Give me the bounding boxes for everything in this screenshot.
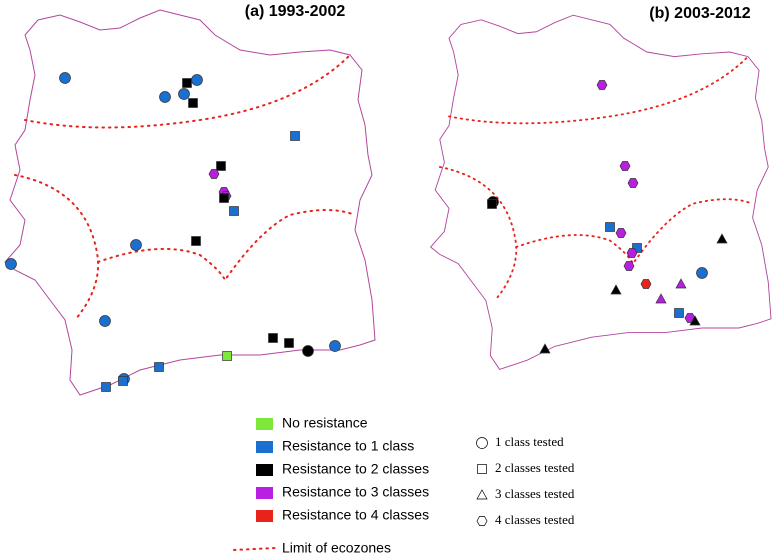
- marker: [182, 78, 192, 88]
- marker: [623, 261, 635, 271]
- marker: [208, 169, 220, 179]
- marker: [476, 437, 488, 449]
- panel-title: (b) 2003-2012: [649, 5, 750, 22]
- legend-label: 4 classes tested: [495, 512, 575, 527]
- marker: [222, 351, 232, 361]
- marker: [487, 199, 497, 209]
- legend-label: Resistance to 4 classes: [282, 507, 429, 523]
- marker: [626, 248, 638, 258]
- marker: [610, 284, 622, 295]
- marker: [178, 88, 190, 100]
- markers: [5, 72, 728, 392]
- legend-swatch: [256, 510, 273, 522]
- marker: [191, 74, 203, 86]
- marker: [675, 278, 687, 289]
- marker: [605, 222, 615, 232]
- marker: [619, 161, 631, 171]
- marker: [130, 239, 142, 251]
- marker: [539, 343, 551, 354]
- marker: [696, 267, 708, 279]
- panel-title: (a) 1993-2002: [245, 3, 346, 20]
- marker: [615, 228, 627, 238]
- legend: Limit of ecozones No resistance Resistanc…: [233, 415, 575, 556]
- marker: [216, 161, 226, 171]
- marker: [188, 98, 198, 108]
- legend-swatch: [256, 464, 273, 476]
- marker: [191, 236, 201, 246]
- marker: [290, 131, 300, 141]
- legend-label: Limit of ecozones: [282, 540, 391, 556]
- marker: [5, 258, 17, 270]
- marker: [99, 315, 111, 327]
- legend-label: Resistance to 3 classes: [282, 484, 429, 500]
- marker: [118, 376, 128, 386]
- marker: [655, 293, 667, 304]
- map-a: [4, 9, 376, 396]
- legend-label: Resistance to 2 classes: [282, 461, 429, 477]
- marker: [268, 333, 278, 343]
- legend-label: 2 classes tested: [495, 460, 575, 475]
- legend-label: 1 class tested: [495, 434, 564, 449]
- marker: [159, 91, 171, 103]
- marker: [154, 362, 164, 372]
- legend-label: Resistance to 1 class: [282, 438, 414, 454]
- legend-label: 3 classes tested: [495, 486, 575, 501]
- marker: [302, 345, 314, 357]
- map-b: [429, 14, 772, 371]
- marker: [59, 72, 71, 84]
- legend-label: No resistance: [282, 415, 368, 431]
- marker: [689, 315, 701, 326]
- marker: [476, 489, 488, 500]
- marker: [627, 178, 639, 188]
- marker: [674, 308, 684, 318]
- marker: [284, 338, 294, 348]
- marker: [596, 80, 608, 90]
- legend-swatch: [256, 441, 273, 453]
- marker: [477, 464, 487, 474]
- marker: [219, 193, 229, 203]
- legend-line: [233, 547, 276, 551]
- marker: [476, 516, 488, 526]
- marker: [329, 340, 341, 352]
- marker: [716, 233, 728, 244]
- marker: [640, 279, 652, 289]
- marker: [229, 206, 239, 216]
- legend-swatch: [256, 418, 273, 430]
- legend-swatch: [256, 487, 273, 499]
- marker: [101, 382, 111, 392]
